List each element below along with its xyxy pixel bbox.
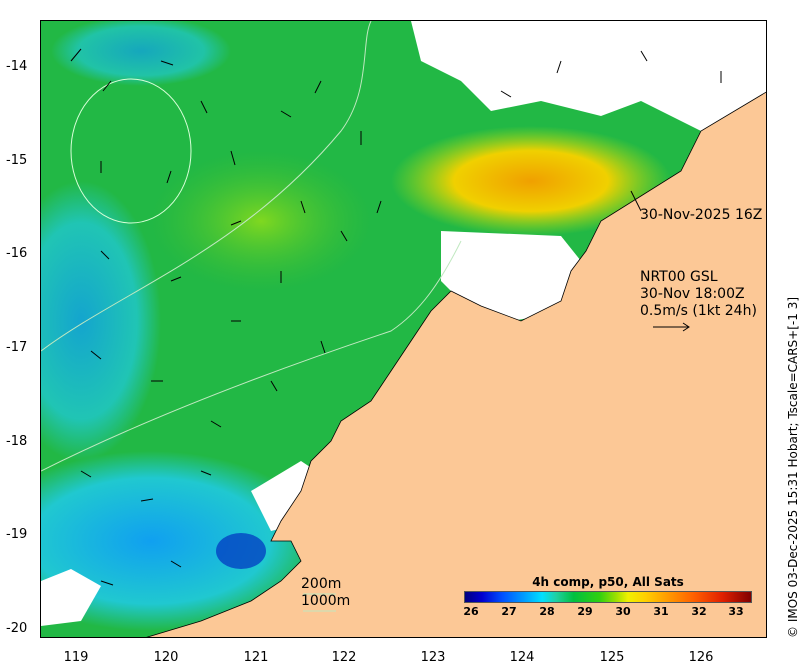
sst-cool-north — [51, 21, 231, 86]
colorbar-tick-31: 31 — [653, 605, 669, 618]
lat-label-15: -15 — [6, 153, 28, 168]
current-info-line2: 30-Nov 18:00Z — [640, 286, 745, 302]
colorbar-tick-26: 26 — [463, 605, 479, 618]
colorbar-ramp — [464, 591, 752, 603]
colorbar-tick-32: 32 — [691, 605, 707, 618]
lat-label-16: -16 — [6, 246, 28, 261]
lat-label-14: -14 — [6, 59, 28, 74]
lon-label-124: 124 — [509, 650, 535, 665]
land-australia — [146, 91, 766, 637]
track-timestamp-label: 30-Nov-2025 16Z — [640, 207, 763, 223]
cloud-coast — [441, 231, 581, 321]
lat-label-17: -17 — [6, 340, 28, 355]
credit-text: © IMOS 03-Dec-2025 15:31 Hobart; Tscale=… — [786, 296, 800, 638]
eddy-contour — [70, 78, 192, 224]
sst-cool-south — [41, 451, 321, 631]
depth-legend-200: 200m — [301, 576, 342, 592]
lon-label-119: 119 — [63, 650, 89, 665]
colorbar-tick-28: 28 — [539, 605, 555, 618]
lat-label-20: -20 — [6, 621, 28, 636]
current-info-line1: NRT00 GSL — [640, 269, 718, 285]
lon-label-121: 121 — [243, 650, 269, 665]
sst-cold-patch — [216, 533, 266, 569]
sst-lime-band — [151, 151, 371, 291]
colorbar-tick-29: 29 — [577, 605, 593, 618]
lon-label-122: 122 — [331, 650, 357, 665]
lon-label-126: 126 — [688, 650, 714, 665]
cloud-southwest — [41, 569, 101, 626]
sst-warm-patch — [391, 126, 671, 236]
depth-legend-1000: 1000m — [301, 593, 351, 609]
contour-200m — [41, 21, 372, 352]
colorbar-tick-27: 27 — [501, 605, 517, 618]
sst-colorbar: 4h comp, p50, All Sats 26 27 28 29 30 31… — [458, 575, 758, 627]
current-info-line3: 0.5m/s (1kt 24h) — [640, 303, 757, 319]
sst-map-canvas — [41, 21, 766, 637]
lon-label-120: 120 — [153, 650, 179, 665]
current-scale-arrow — [653, 322, 690, 332]
colorbar-title: 4h comp, p50, All Sats — [532, 575, 684, 589]
sst-map — [40, 20, 767, 638]
colorbar-tick-33: 33 — [728, 605, 744, 618]
lat-label-19: -19 — [6, 527, 28, 542]
lon-label-123: 123 — [420, 650, 446, 665]
track-line — [630, 190, 642, 212]
colorbar-tick-30: 30 — [615, 605, 631, 618]
lat-label-18: -18 — [6, 434, 28, 449]
contour-1000m — [41, 240, 462, 472]
current-arrows — [70, 48, 722, 586]
lon-label-125: 125 — [599, 650, 625, 665]
cloud-north — [411, 21, 766, 131]
sst-cool-west — [41, 181, 161, 461]
